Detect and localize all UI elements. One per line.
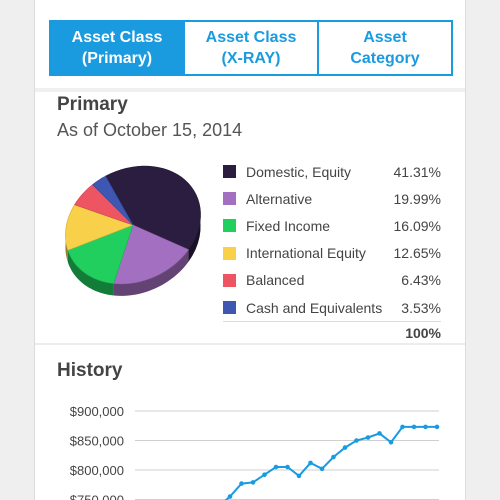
allocation-pie-chart [65, 165, 201, 296]
tab-label-line1: Asset Class [205, 29, 297, 46]
tab-asset-class-primary[interactable]: Asset Class (Primary) [51, 22, 183, 74]
pie-slice [67, 224, 134, 284]
legend-swatch [223, 165, 236, 179]
legend-label: Balanced [246, 272, 305, 289]
data-point [434, 424, 440, 430]
tab-label-line2: (X-RAY) [221, 50, 281, 67]
history-series-line [224, 425, 437, 500]
legend-label: Domestic, Equity [246, 163, 352, 180]
as-of-date: As of October 15, 2014 [57, 120, 243, 140]
legend-value: 3.53% [401, 299, 441, 316]
data-point [423, 424, 428, 430]
tab-label-line2: Category [350, 50, 420, 67]
data-point [308, 460, 313, 466]
legend-value: 16.09% [393, 217, 441, 234]
data-point [227, 494, 233, 499]
data-point [354, 438, 359, 443]
legend-swatch [223, 301, 236, 315]
primary-title: Primary [57, 94, 128, 115]
pie-slice [74, 184, 134, 226]
history-line-chart: $750,000 $800,000 $850,000 $900,000 [70, 404, 440, 500]
legend-label: Fixed Income [246, 217, 331, 234]
section-divider [35, 343, 465, 345]
y-tick-label: $850,000 [70, 434, 124, 449]
legend-value: 12.65% [393, 245, 441, 262]
data-point [250, 480, 256, 485]
history-title: History [57, 360, 123, 381]
legend-item: Fixed Income 16.09% [223, 212, 441, 239]
pie-slice [92, 175, 134, 226]
portfolio-page: Asset Class (Primary) Asset Class (X-RAY… [34, 0, 466, 500]
legend-total: 100% [405, 325, 441, 341]
y-tick-label: $750,000 [70, 493, 124, 500]
data-point [239, 481, 244, 486]
legend-item: Domestic, Equity 41.31% [223, 158, 441, 185]
legend-swatch [223, 273, 236, 287]
legend-swatch [223, 192, 236, 206]
history-points [227, 424, 440, 499]
data-point [273, 464, 279, 470]
section-separator [35, 88, 465, 92]
history-grid [135, 410, 439, 500]
legend-label: International Equity [246, 245, 366, 262]
allocation-legend: Domestic, Equity 41.31% Alternative 19.99% F… [223, 158, 441, 321]
pie-slice-side [67, 250, 114, 296]
tab-label-line1: Asset Class [71, 29, 163, 46]
data-point [400, 424, 405, 430]
legend-total-divider [223, 321, 441, 322]
pie-top [65, 165, 201, 285]
asset-class-tabs: Asset Class (Primary) Asset Class (X-RAY… [49, 20, 453, 76]
tab-label-line2: (Primary) [81, 50, 153, 67]
legend-item: Cash and Equivalents 3.53% [223, 294, 441, 321]
data-point [285, 464, 290, 470]
legend-item: Alternative 19.99% [223, 185, 441, 212]
tab-asset-class-xray[interactable]: Asset Class (X-RAY) [183, 22, 317, 74]
data-point [388, 439, 394, 445]
y-tick-label: $800,000 [70, 463, 124, 478]
legend-value: 6.43% [401, 272, 441, 289]
data-point [262, 472, 267, 478]
tab-asset-category[interactable]: Asset Category [317, 22, 451, 74]
data-point [377, 431, 382, 436]
tab-label-line1: Asset [363, 29, 407, 46]
legend-swatch [223, 219, 236, 233]
data-point [319, 466, 325, 472]
legend-value: 19.99% [393, 190, 441, 207]
legend-item: Balanced 6.43% [223, 267, 441, 294]
pie-slice-side [113, 249, 189, 296]
legend-value: 41.31% [393, 163, 441, 180]
pie-slice [105, 165, 201, 251]
data-point [342, 445, 348, 450]
legend-label: Alternative [246, 190, 313, 207]
pie-slice [65, 204, 134, 251]
y-tick-label: $900,000 [70, 404, 124, 419]
data-point [331, 454, 336, 460]
legend-swatch [223, 246, 236, 260]
pie-slice [113, 224, 190, 285]
data-point [411, 424, 417, 430]
legend-item: International Equity 12.65% [223, 240, 441, 267]
legend-label: Cash and Equivalents [246, 299, 383, 316]
history-y-ticks: $750,000 $800,000 $850,000 $900,000 [70, 404, 124, 500]
data-point [365, 435, 371, 440]
data-point [296, 473, 302, 479]
